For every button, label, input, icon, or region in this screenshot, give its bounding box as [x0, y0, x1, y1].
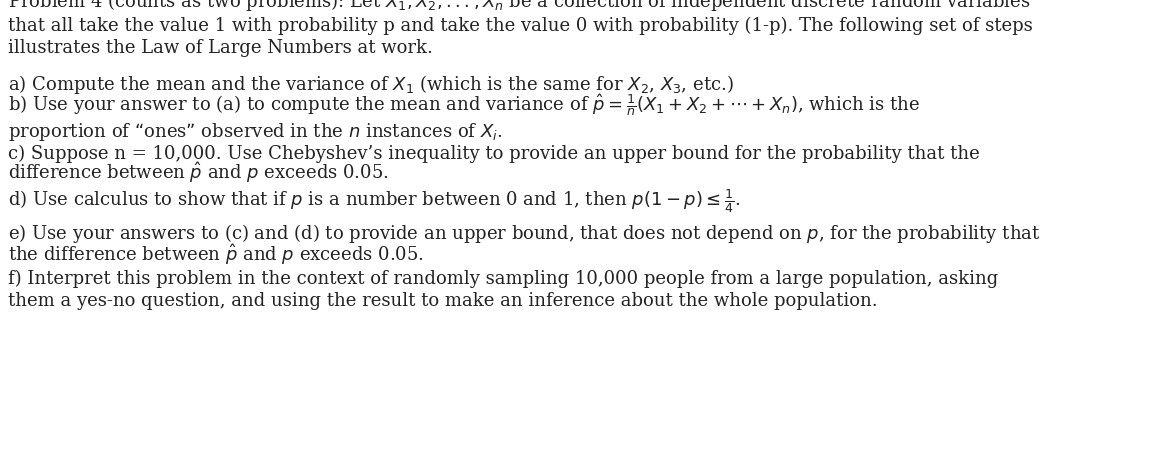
- Text: proportion of “ones” observed in the $n$ instances of $X_i$.: proportion of “ones” observed in the $n$…: [8, 121, 503, 143]
- Text: f) Interpret this problem in the context of randomly sampling 10,000 people from: f) Interpret this problem in the context…: [8, 270, 998, 288]
- Text: a) Compute the mean and the variance of $X_1$ (which is the same for $X_2$, $X_3: a) Compute the mean and the variance of …: [8, 73, 734, 96]
- Text: d) Use calculus to show that if $p$ is a number between 0 and 1, then $p(1-p) \l: d) Use calculus to show that if $p$ is a…: [8, 187, 741, 215]
- Text: them a yes-no question, and using the result to make an inference about the whol: them a yes-no question, and using the re…: [8, 292, 878, 310]
- Text: the difference between $\hat{p}$ and $p$ exceeds 0.05.: the difference between $\hat{p}$ and $p$…: [8, 242, 424, 267]
- Text: Problem 4 (counts as two problems): Let $X_1, X_2, ..., X_n$ be a collection of : Problem 4 (counts as two problems): Let …: [8, 0, 1031, 13]
- Text: that all take the value 1 with probability p and take the value 0 with probabili: that all take the value 1 with probabili…: [8, 17, 1033, 35]
- Text: illustrates the Law of Large Numbers at work.: illustrates the Law of Large Numbers at …: [8, 39, 433, 57]
- Text: difference between $\hat{p}$ and $p$ exceeds 0.05.: difference between $\hat{p}$ and $p$ exc…: [8, 160, 389, 185]
- Text: c) Suppose n = 10,000. Use Chebyshev’s inequality to provide an upper bound for : c) Suppose n = 10,000. Use Chebyshev’s i…: [8, 145, 980, 163]
- Text: e) Use your answers to (c) and (d) to provide an upper bound, that does not depe: e) Use your answers to (c) and (d) to pr…: [8, 222, 1040, 245]
- Text: b) Use your answer to (a) to compute the mean and variance of $\hat{p} = \frac{1: b) Use your answer to (a) to compute the…: [8, 92, 920, 118]
